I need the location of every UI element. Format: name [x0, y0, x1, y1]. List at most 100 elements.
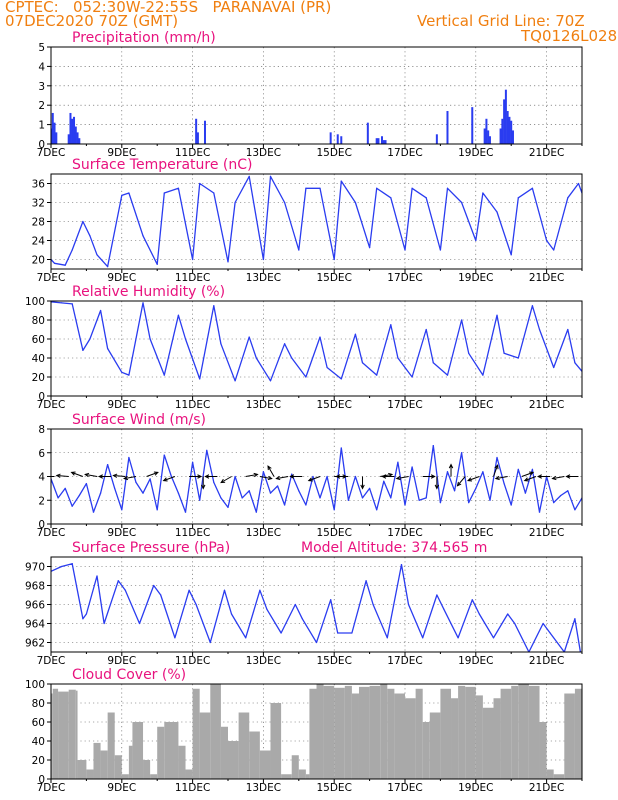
precip-xtick-label: 13DEC — [246, 147, 281, 159]
precip-plot-area — [51, 89, 514, 144]
wind-vector-head — [153, 471, 159, 476]
temp-xtick-label: 19DEC — [458, 272, 493, 284]
temp-point — [411, 187, 413, 189]
rh-point — [567, 328, 569, 331]
rh-point — [326, 366, 328, 369]
wind-vector-shaft — [552, 476, 565, 480]
press-point — [85, 613, 87, 615]
wind-point — [340, 447, 342, 449]
wind-series-line — [51, 444, 582, 513]
temp-point — [340, 180, 342, 182]
wind-vector — [267, 465, 275, 477]
cloud-cover-bar — [291, 755, 299, 779]
press-point — [386, 637, 388, 639]
wind-vector-head — [84, 472, 90, 478]
wind-vector — [201, 476, 206, 490]
press-point — [443, 608, 445, 610]
rh-point — [82, 349, 84, 351]
wind-vector-head — [112, 473, 118, 478]
precip-bar — [74, 126, 77, 144]
wind-vector-head — [162, 477, 168, 482]
wind-vector — [395, 475, 409, 481]
temp-point — [404, 249, 406, 251]
cloud-cover-bar — [475, 695, 483, 779]
wind-vector-shaft — [396, 476, 409, 480]
precip-bar — [377, 138, 380, 144]
press-point — [153, 584, 155, 587]
wind-point — [192, 461, 194, 463]
press-point — [471, 599, 473, 601]
cloud-cover-bar — [546, 769, 554, 779]
wind-vector-head — [201, 484, 206, 490]
wind-vector-head — [381, 474, 387, 479]
temp-xtick-label: 21DEC — [529, 272, 564, 284]
precip-bar — [71, 118, 74, 144]
press-point — [581, 661, 582, 662]
temp-frame — [50, 173, 583, 270]
wind-vector — [422, 474, 436, 479]
precip-bar — [503, 99, 506, 144]
rh-series-line — [51, 301, 582, 382]
rh-xtick-label: 11DEC — [175, 399, 210, 411]
cloud-xtick-label: 19DEC — [458, 782, 493, 794]
cloud-cover-bar — [422, 722, 430, 779]
wind-vector-shaft — [56, 474, 69, 477]
temp-point — [64, 264, 66, 266]
temp-point — [262, 258, 264, 261]
wind-vector-head — [267, 475, 273, 481]
cloud-title: Cloud Cover (%) — [72, 667, 186, 683]
precip-bar — [55, 132, 58, 144]
temp-point — [269, 175, 272, 177]
wind-point — [107, 464, 109, 466]
temp-point — [439, 249, 441, 251]
cloud-cover-bar — [429, 712, 441, 779]
header-datetime: 07DEC2020 70Z (GMT) — [5, 12, 179, 30]
wind-point — [234, 475, 236, 478]
wind-vector — [245, 472, 259, 478]
precip-bar — [73, 116, 76, 144]
wind-point — [531, 468, 534, 470]
temp-point — [142, 235, 144, 237]
temp-xtick-label: 7DEC — [37, 272, 66, 284]
wind-point — [560, 494, 562, 497]
wind-point — [149, 478, 151, 480]
precip-bar — [471, 107, 474, 144]
cloud-ytick-label: 40 — [32, 736, 45, 748]
wind-point — [312, 475, 314, 478]
wind-vector — [98, 474, 112, 479]
press-point — [230, 613, 233, 615]
temp-point — [82, 220, 84, 223]
rh-point — [376, 374, 378, 376]
wind-vector — [494, 475, 508, 481]
temp-point — [319, 187, 321, 189]
wind-ytick-label: 0 — [38, 519, 45, 531]
press-xtick-label: 7DEC — [37, 655, 66, 667]
wind-vector — [381, 474, 395, 479]
cloud-cover-bar — [415, 688, 423, 779]
cloud-cover-bar — [185, 769, 193, 779]
rh-point — [234, 380, 236, 382]
temp-point — [121, 194, 123, 196]
cloud-cover-bar — [482, 707, 494, 779]
precip-bar — [501, 118, 504, 144]
wind-vector-head — [360, 484, 365, 490]
wind-vector-head — [395, 475, 401, 481]
rh-point — [107, 347, 109, 350]
wind-vector-shaft — [220, 476, 232, 483]
wind-vector-head — [289, 474, 295, 479]
temp-ytick-label: 24 — [32, 236, 46, 248]
press-point — [301, 618, 303, 620]
precip-frame — [50, 46, 583, 145]
press-point — [294, 603, 296, 606]
temp-point — [446, 187, 449, 189]
wind-ytick-label: 4 — [38, 472, 45, 484]
wind-vector — [259, 475, 273, 481]
cloud-cover-bar — [270, 703, 282, 779]
press-point — [372, 603, 374, 606]
wind-vector — [220, 476, 232, 484]
rh-point — [248, 336, 250, 338]
wind-vector-head — [335, 474, 341, 479]
rh-point — [361, 362, 364, 364]
wind-point — [220, 497, 222, 499]
wind-vector-shaft — [113, 474, 126, 477]
